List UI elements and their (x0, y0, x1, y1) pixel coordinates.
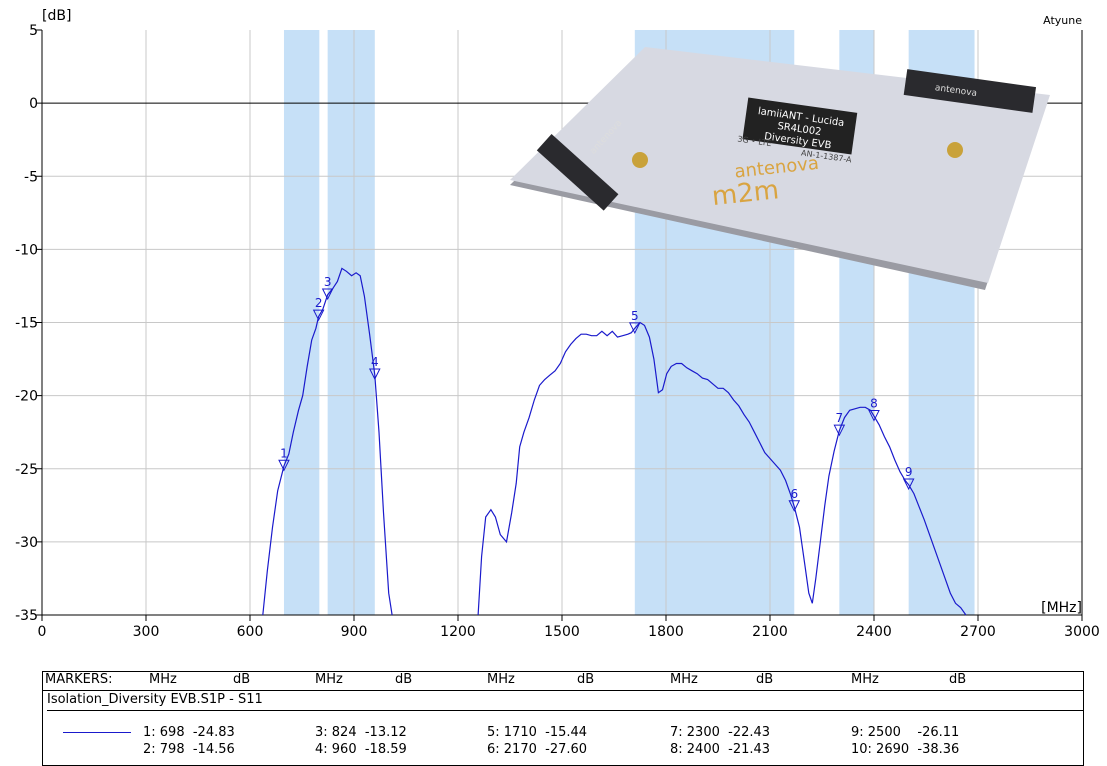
series-line (262, 267, 393, 616)
marker-cell: 10: 2690 -38.36 (851, 742, 960, 757)
marker-triangle (868, 410, 880, 422)
series-line (477, 321, 967, 616)
x-tick-label: 0 (38, 624, 47, 640)
marker-triangle (321, 288, 334, 301)
marker-label: 6 (790, 487, 798, 501)
board-image: lamiiANT - Lucida SR4L002 Diversity EVB … (510, 47, 1050, 290)
file-label: Isolation_Diversity EVB.S1P - S11 (47, 692, 1083, 711)
x-tick-label: 600 (237, 624, 264, 640)
y-tick-label: -5 (24, 169, 38, 185)
marker-cell: 2: 798 -14.56 (143, 742, 235, 757)
marker-label: 5 (631, 309, 639, 323)
col-db-2: dB (395, 672, 413, 687)
y-tick-label: -25 (15, 462, 38, 478)
marker-triangle (628, 322, 641, 335)
x-tick-label: 2700 (960, 624, 996, 640)
col-mhz-4: MHz (670, 672, 698, 687)
col-mhz-1: MHz (149, 672, 177, 687)
y-tick-label: -20 (15, 389, 38, 405)
marker-label: 4 (371, 355, 379, 369)
x-tick-label: 1200 (440, 624, 476, 640)
x-tick-label: 300 (133, 624, 160, 640)
col-db-3: dB (577, 672, 595, 687)
markers-header: MARKERS: MHz dB MHz dB MHz dB MHz dB MHz… (43, 672, 1083, 691)
marker-triangle (278, 459, 290, 472)
x-tick-label: 1800 (648, 624, 684, 640)
marker-label: 8 (870, 397, 878, 411)
x-tick-label: 1500 (544, 624, 580, 640)
y-axis-unit: [dB] (42, 8, 71, 24)
marker-label: 9 (905, 465, 913, 479)
marker-triangle (902, 478, 915, 491)
marker-cell: 7: 2300 -22.43 (670, 725, 771, 740)
y-tick-label: -30 (15, 535, 38, 551)
y-tick-label: 5 (29, 23, 38, 39)
marker-triangle (833, 424, 846, 437)
y-tick-label: -35 (15, 608, 38, 624)
grid-lines (42, 30, 1082, 615)
marker-cell: 8: 2400 -21.43 (670, 742, 771, 757)
marker-cell: 4: 960 -18.59 (315, 742, 407, 757)
marker-triangle (788, 500, 801, 512)
s11-series (262, 267, 967, 616)
marker-cell: 9: 2500 -26.11 (851, 725, 960, 740)
brand-big: m2m (710, 175, 780, 212)
y-tick-label: -10 (15, 242, 38, 258)
y-tick-label: -15 (15, 316, 38, 332)
marker-label: 3 (324, 275, 332, 289)
axes: 0 300 600 900 1200 1500 1800 2100 2400 2700 3000 5 0… (15, 23, 1100, 640)
brand-label: Atyune (1043, 14, 1082, 27)
marker-cell: 3: 824 -13.12 (315, 725, 407, 740)
x-tick-label: 3000 (1064, 624, 1100, 640)
marker-label: 2 (315, 296, 323, 310)
marker-triangle (368, 368, 381, 381)
marker-triangle (312, 309, 325, 322)
col-db-4: dB (756, 672, 774, 687)
marker-cell: 6: 2170 -27.60 (487, 742, 588, 757)
x-tick-label: 900 (341, 624, 368, 640)
x-tick-label: 2400 (856, 624, 892, 640)
markers-title: MARKERS: (45, 672, 113, 687)
markers-table: MARKERS: MHz dB MHz dB MHz dB MHz dB MHz… (42, 671, 1084, 766)
marker-label: 7 (836, 411, 844, 425)
marker-cell: 5: 1710 -15.44 (487, 725, 588, 740)
marker-cell: 1: 698 -24.83 (143, 725, 235, 740)
legend-line (63, 732, 131, 733)
col-mhz-2: MHz (315, 672, 343, 687)
col-db-1: dB (233, 672, 251, 687)
x-tick-label: 2100 (752, 624, 788, 640)
col-mhz-3: MHz (487, 672, 515, 687)
col-db-5: dB (949, 672, 967, 687)
x-axis-unit: [MHz] (1041, 600, 1082, 616)
table-row: 1: 698 -24.83 3: 824 -13.12 5: 1710 -15.… (43, 725, 1083, 741)
col-mhz-5: MHz (851, 672, 879, 687)
marker-label: 1 (280, 446, 288, 460)
table-row: 2: 798 -14.56 4: 960 -18.59 6: 2170 -27.… (43, 742, 1083, 758)
chart-svg: lamiiANT - Lucida SR4L002 Diversity EVB … (15, 8, 1100, 640)
y-tick-label: 0 (29, 96, 38, 112)
